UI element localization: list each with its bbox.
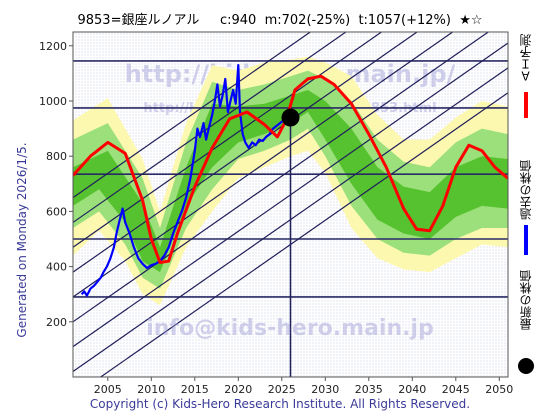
x-tick-label: 2045 — [442, 383, 470, 396]
x-tick-label: 2035 — [355, 383, 383, 396]
chart-title: 9853=銀座ルノアル c:940 m:702(-25%) t:1057(+12… — [77, 13, 483, 28]
y-tick-label: 400 — [46, 261, 67, 274]
guide-line-0 — [73, 32, 312, 199]
legend-label-1: 過去の株価 — [519, 160, 533, 220]
y-tick-label: 1000 — [39, 95, 67, 108]
guide-line-1 — [73, 32, 347, 223]
band-mid — [73, 70, 508, 289]
legend-label-0: ＡＩ予測 — [519, 33, 533, 82]
ai-forecast-series — [73, 74, 508, 264]
y-tick-label: 800 — [46, 150, 67, 163]
band-inner — [73, 90, 508, 273]
legend-label-2: 最新の株価 — [519, 270, 533, 330]
plot-frame — [72, 31, 509, 378]
x-tick-label: 2025 — [268, 383, 296, 396]
past-price-series — [80, 63, 291, 297]
y-tick-label: 600 — [46, 205, 67, 218]
watermark-email: info@kids-hero.main.jp — [146, 316, 434, 341]
x-tick-label: 2030 — [311, 383, 339, 396]
latest-price-dot — [281, 108, 300, 127]
y-tick-label: 1200 — [39, 40, 67, 53]
x-tick-label: 2050 — [485, 383, 513, 396]
x-tick-label: 2040 — [398, 383, 426, 396]
guide-line-2 — [73, 32, 383, 248]
x-tick-label: 2005 — [94, 383, 122, 396]
copyright-footer: Copyright (c) Kids-Hero Research Institu… — [89, 397, 471, 411]
x-tick-label: 2015 — [181, 383, 209, 396]
y-tick-label: 200 — [46, 316, 67, 329]
x-tick-label: 2020 — [224, 383, 252, 396]
legend-swatch-2 — [518, 358, 534, 374]
x-tick-label: 2010 — [137, 383, 165, 396]
